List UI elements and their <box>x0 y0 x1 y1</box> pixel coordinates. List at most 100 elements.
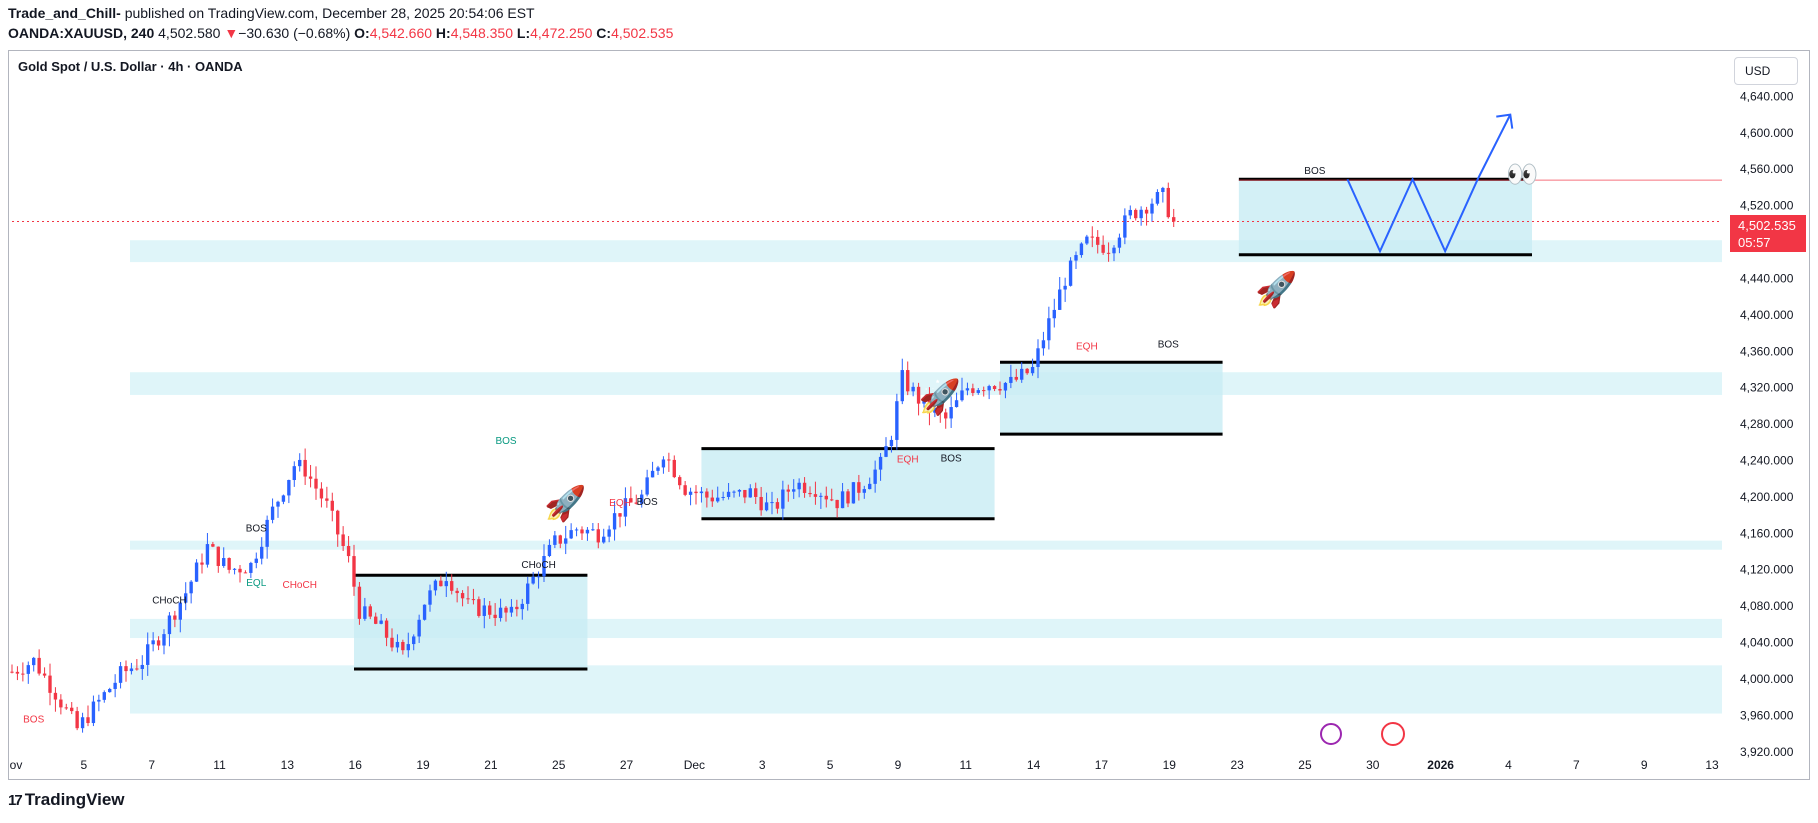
structure-label: EQL <box>246 578 266 589</box>
open-value: 4,542.660 <box>369 25 433 41</box>
candle <box>748 488 752 498</box>
price-change: −30.630 (−0.68%) <box>238 25 351 41</box>
rocket-icon: 🚀 <box>919 378 961 417</box>
candle <box>683 485 687 495</box>
y-tick-label: 4,000.000 <box>1740 672 1794 686</box>
candle <box>433 580 438 591</box>
low-value: 4,472.250 <box>530 25 593 41</box>
high-label: H: <box>435 25 451 41</box>
candle <box>1128 209 1132 216</box>
candle <box>1041 340 1046 349</box>
candle <box>678 477 682 486</box>
close-label: C: <box>596 25 612 41</box>
candle <box>710 497 714 502</box>
candle <box>167 615 172 635</box>
candle <box>292 466 296 481</box>
candle <box>70 707 74 712</box>
candle <box>303 459 307 477</box>
candle <box>965 388 970 391</box>
currency-button[interactable]: USD <box>1734 57 1798 85</box>
candle <box>629 498 633 503</box>
candle <box>645 477 649 495</box>
range-box <box>1238 179 1532 255</box>
author-name[interactable]: Trade_and_Chill- <box>8 5 121 21</box>
candle <box>580 529 584 534</box>
last-price: 4,502.580 <box>158 25 221 41</box>
candle <box>612 513 617 530</box>
candle <box>482 605 486 616</box>
earnings-event-icon <box>1320 723 1342 745</box>
candle <box>357 586 362 619</box>
candle <box>1020 368 1024 380</box>
candle <box>200 562 204 565</box>
candle <box>672 459 676 478</box>
candle <box>460 593 465 599</box>
symbol-label: OANDA:XAUUSD, 240 <box>8 25 155 41</box>
candle <box>1117 237 1122 248</box>
rocket-icon: 🚀 <box>1255 270 1297 309</box>
candle <box>1058 289 1062 310</box>
candle <box>574 529 579 531</box>
tradingview-logo[interactable]: 17 TradingView <box>8 790 125 810</box>
candle <box>1155 192 1160 204</box>
candle <box>346 545 351 557</box>
candle <box>330 500 334 511</box>
candle <box>927 397 932 413</box>
y-tick-label: 4,040.000 <box>1740 636 1794 650</box>
candle <box>422 604 427 620</box>
candle <box>390 637 394 648</box>
candle <box>954 400 959 408</box>
candle <box>520 603 524 610</box>
candle <box>596 529 600 543</box>
x-tick-label: 13 <box>281 758 295 772</box>
candle <box>922 397 926 404</box>
candle <box>1134 209 1138 219</box>
projection-arrow-icon <box>1496 113 1514 129</box>
candle <box>238 568 242 573</box>
candle <box>1003 382 1008 391</box>
candle <box>1085 236 1089 244</box>
publish-info: published on TradingView.com, December 2… <box>120 5 535 21</box>
candle <box>308 476 313 479</box>
candle <box>48 675 52 693</box>
candle <box>585 529 590 534</box>
candle <box>395 641 400 648</box>
candle <box>184 593 188 603</box>
candle <box>10 671 14 673</box>
candle <box>1150 203 1154 214</box>
candles-layer <box>10 182 1176 733</box>
candle <box>840 491 845 509</box>
candle <box>889 439 894 447</box>
y-tick-label: 4,520.000 <box>1740 199 1794 213</box>
candle <box>857 482 861 493</box>
range-box <box>1000 362 1223 435</box>
candle <box>602 536 606 543</box>
eyes-icon: 👀 <box>1506 159 1538 189</box>
us-event-icon <box>1381 722 1405 746</box>
candle <box>732 491 736 493</box>
candle <box>759 496 763 511</box>
candle <box>243 572 248 574</box>
structure-label: BOS <box>246 524 267 535</box>
x-tick-label: Dec <box>684 758 705 772</box>
candle <box>124 666 128 672</box>
candle <box>971 388 975 393</box>
symbol-line: OANDA:XAUUSD, 240 4,502.580 ▼−30.630 (−0… <box>8 25 673 41</box>
candle <box>135 668 139 670</box>
y-tick-label: 4,280.000 <box>1740 417 1794 431</box>
candle <box>129 668 134 672</box>
x-tick-label: 14 <box>1027 758 1041 772</box>
candle <box>1112 247 1116 254</box>
candle <box>363 606 367 619</box>
y-tick-label: 4,080.000 <box>1740 599 1794 613</box>
candle <box>156 640 161 646</box>
candle <box>151 640 155 645</box>
candle <box>906 370 910 392</box>
candle <box>178 602 182 620</box>
candle <box>211 544 215 547</box>
structure-label: EQH <box>1076 341 1098 352</box>
candle <box>1090 236 1094 238</box>
candle <box>895 401 899 440</box>
candle <box>1123 215 1127 238</box>
